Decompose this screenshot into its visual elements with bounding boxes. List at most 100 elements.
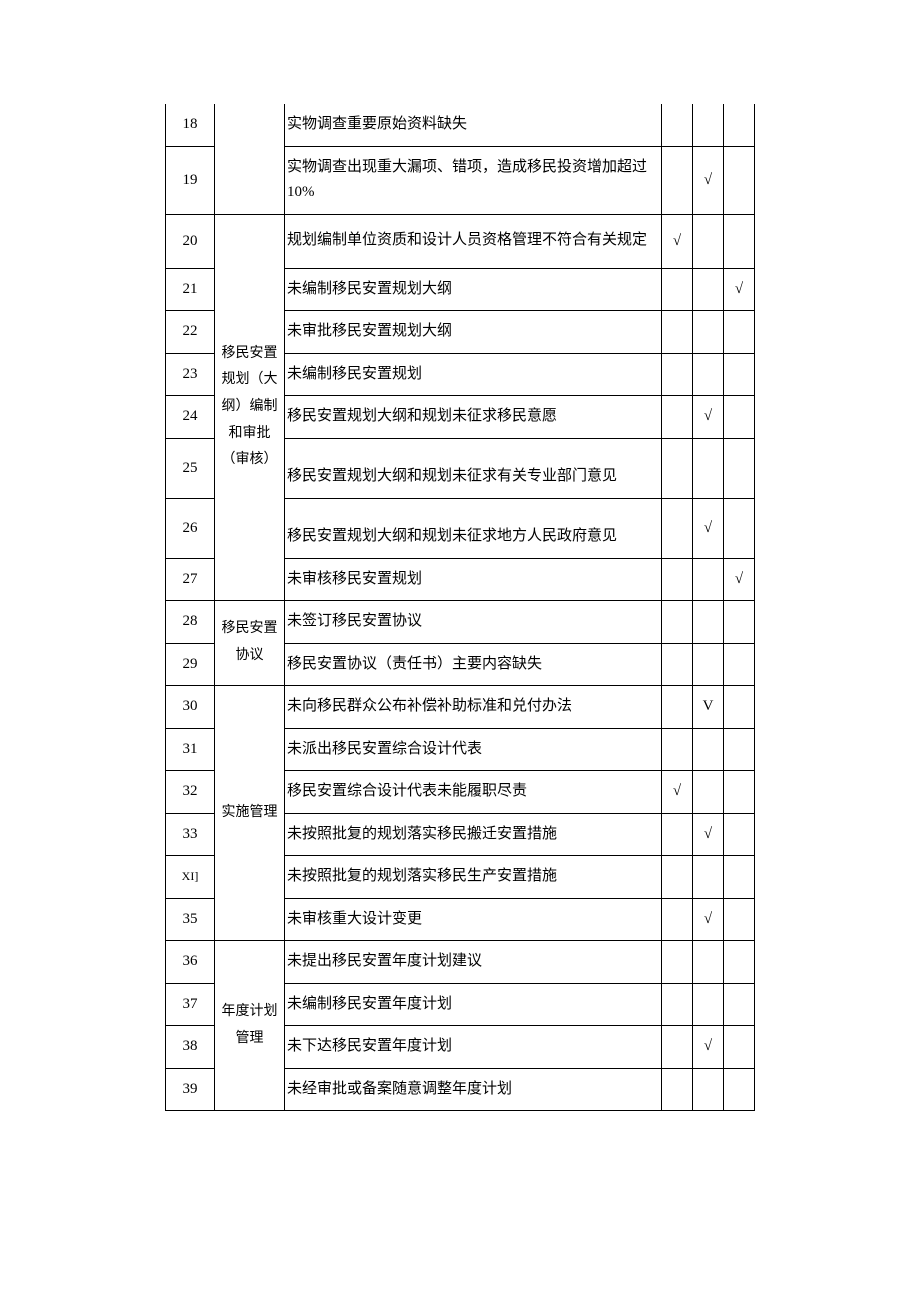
check-col-3	[724, 771, 755, 814]
row-desc: 未派出移民安置综合设计代表	[285, 728, 662, 771]
check-col-3	[724, 104, 755, 146]
row-index: 38	[166, 1026, 215, 1069]
row-index: 20	[166, 214, 215, 268]
row-desc: 未下达移民安置年度计划	[285, 1026, 662, 1069]
check-col-1	[662, 1026, 693, 1069]
row-index: XI]	[166, 856, 215, 899]
check-col-2	[693, 438, 724, 498]
check-col-2	[693, 771, 724, 814]
check-col-3	[724, 898, 755, 941]
check-col-2	[693, 601, 724, 644]
row-desc: 规划编制单位资质和设计人员资格管理不符合有关规定	[285, 214, 662, 268]
row-desc: 移民安置规划大纲和规划未征求有关专业部门意见	[285, 438, 662, 498]
category-cell: 实施管理	[215, 686, 285, 941]
check-col-2: √	[693, 813, 724, 856]
row-index: 22	[166, 311, 215, 354]
check-col-1	[662, 983, 693, 1026]
row-desc: 未编制移民安置年度计划	[285, 983, 662, 1026]
check-col-1	[662, 643, 693, 686]
table-row: 36 年度计划管理 未提出移民安置年度计划建议	[166, 941, 755, 984]
row-index: 39	[166, 1068, 215, 1111]
check-col-3	[724, 856, 755, 899]
row-desc: 未经审批或备案随意调整年度计划	[285, 1068, 662, 1111]
check-col-1	[662, 856, 693, 899]
category-cell: 移民安置协议	[215, 601, 285, 686]
check-col-1	[662, 353, 693, 396]
check-col-1	[662, 686, 693, 729]
check-col-1: √	[662, 214, 693, 268]
row-index: 29	[166, 643, 215, 686]
check-col-2	[693, 728, 724, 771]
check-col-1	[662, 898, 693, 941]
check-col-2: √	[693, 1026, 724, 1069]
row-index: 19	[166, 146, 215, 214]
row-desc: 移民安置协议（责任书）主要内容缺失	[285, 643, 662, 686]
row-desc: 实物调查出现重大漏项、错项，造成移民投资增加超过 10%	[285, 146, 662, 214]
check-col-2	[693, 268, 724, 311]
check-col-2	[693, 983, 724, 1026]
check-col-1	[662, 268, 693, 311]
row-index: 24	[166, 396, 215, 439]
check-col-3: √	[724, 558, 755, 601]
row-index: 26	[166, 498, 215, 558]
row-index: 23	[166, 353, 215, 396]
check-col-3	[724, 146, 755, 214]
row-index: 28	[166, 601, 215, 644]
row-index: 35	[166, 898, 215, 941]
check-col-1	[662, 728, 693, 771]
check-col-3	[724, 813, 755, 856]
check-col-3	[724, 1026, 755, 1069]
row-index: 21	[166, 268, 215, 311]
check-col-1	[662, 438, 693, 498]
row-desc: 未签订移民安置协议	[285, 601, 662, 644]
check-col-2: √	[693, 498, 724, 558]
table-row: 28 移民安置协议 未签订移民安置协议	[166, 601, 755, 644]
check-col-1	[662, 104, 693, 146]
check-col-1	[662, 146, 693, 214]
row-index: 30	[166, 686, 215, 729]
row-desc: 实物调查重要原始资料缺失	[285, 104, 662, 146]
table-row: 30 实施管理 未向移民群众公布补偿补助标准和兑付办法 V	[166, 686, 755, 729]
check-col-1: √	[662, 771, 693, 814]
check-col-2	[693, 104, 724, 146]
check-col-1	[662, 396, 693, 439]
row-desc: 未按照批复的规划落实移民搬迁安置措施	[285, 813, 662, 856]
row-desc: 移民安置综合设计代表未能履职尽责	[285, 771, 662, 814]
row-desc: 未审批移民安置规划大纲	[285, 311, 662, 354]
check-col-2: √	[693, 396, 724, 439]
check-col-1	[662, 311, 693, 354]
check-col-1	[662, 941, 693, 984]
check-col-1	[662, 558, 693, 601]
check-col-2	[693, 214, 724, 268]
check-col-3	[724, 396, 755, 439]
table-row: 20 移民安置规划（大纲）编制和审批（审核） 规划编制单位资质和设计人员资格管理…	[166, 214, 755, 268]
check-col-1	[662, 813, 693, 856]
check-col-3	[724, 601, 755, 644]
category-cell	[215, 104, 285, 214]
row-index: 32	[166, 771, 215, 814]
row-index: 31	[166, 728, 215, 771]
row-index: 37	[166, 983, 215, 1026]
check-col-1	[662, 601, 693, 644]
row-desc: 未编制移民安置规划大纲	[285, 268, 662, 311]
row-index: 27	[166, 558, 215, 601]
check-col-2	[693, 558, 724, 601]
row-desc: 未编制移民安置规划	[285, 353, 662, 396]
check-col-3	[724, 311, 755, 354]
audit-table: 18 实物调查重要原始资料缺失 19 实物调查出现重大漏项、错项，造成移民投资增…	[165, 104, 755, 1111]
row-desc: 未审核重大设计变更	[285, 898, 662, 941]
table-container: 18 实物调查重要原始资料缺失 19 实物调查出现重大漏项、错项，造成移民投资增…	[165, 104, 755, 1111]
check-col-2: V	[693, 686, 724, 729]
check-col-3	[724, 686, 755, 729]
check-col-3	[724, 353, 755, 396]
row-index: 36	[166, 941, 215, 984]
check-col-2	[693, 311, 724, 354]
check-col-1	[662, 498, 693, 558]
row-desc: 未审核移民安置规划	[285, 558, 662, 601]
check-col-2	[693, 353, 724, 396]
check-col-3	[724, 643, 755, 686]
row-index: 25	[166, 438, 215, 498]
row-desc: 移民安置规划大纲和规划未征求地方人民政府意见	[285, 498, 662, 558]
row-index: 18	[166, 104, 215, 146]
check-col-3	[724, 214, 755, 268]
